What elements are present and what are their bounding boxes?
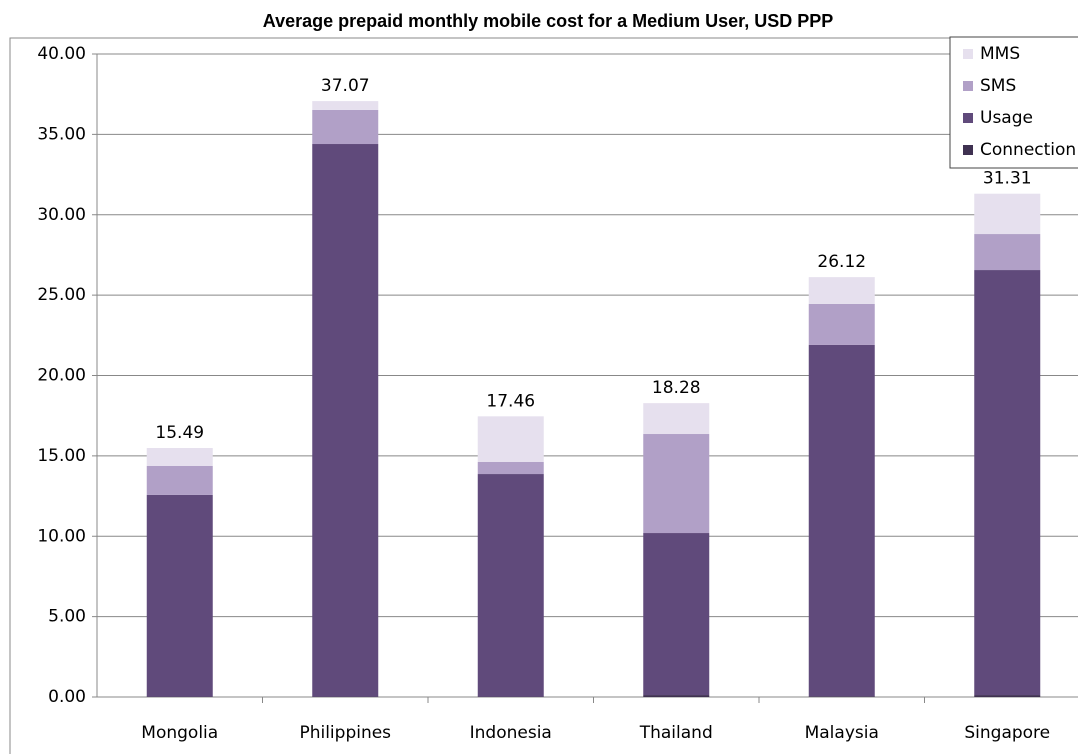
x-tick-label: Malaysia: [805, 723, 879, 743]
bar-segment: [808, 344, 875, 697]
x-tick-label: Mongolia: [141, 723, 218, 743]
bar-segment: [146, 466, 213, 495]
legend-swatch: [963, 145, 973, 155]
bar-segment: [312, 144, 379, 697]
bar-segment: [974, 193, 1041, 235]
y-tick-label: 40.00: [37, 44, 86, 64]
bar-segment: [808, 303, 875, 345]
total-label: 17.46: [486, 391, 535, 411]
y-tick-label: 0.00: [48, 687, 86, 707]
total-label: 15.49: [155, 423, 204, 443]
legend-label: Connection: [980, 140, 1076, 160]
bar-segment: [643, 403, 710, 435]
y-tick-label: 10.00: [37, 526, 86, 546]
legend-swatch: [963, 113, 973, 123]
bar-segment: [808, 696, 875, 697]
bar-segment: [974, 695, 1041, 697]
bar-segment: [477, 474, 544, 697]
y-tick-label: 30.00: [37, 205, 86, 225]
bar-segment: [146, 494, 213, 697]
bar-segment: [643, 695, 710, 697]
x-tick-label: Singapore: [964, 723, 1050, 743]
total-label: 37.07: [321, 76, 370, 96]
chart-title: Average prepaid monthly mobile cost for …: [263, 11, 833, 31]
legend-label: SMS: [980, 76, 1016, 96]
y-tick-label: 15.00: [37, 446, 86, 466]
legend-swatch: [963, 49, 973, 59]
x-tick-label: Thailand: [639, 723, 713, 743]
bar-segment: [312, 101, 379, 110]
bar-segment: [643, 434, 710, 534]
total-label: 26.12: [817, 252, 866, 272]
bar-segment: [974, 270, 1041, 696]
total-label: 18.28: [652, 378, 701, 398]
bar-segment: [477, 461, 544, 475]
total-label: 31.31: [983, 169, 1032, 189]
y-tick-label: 35.00: [37, 124, 86, 144]
bar-segment: [643, 533, 710, 696]
bar-segment: [312, 109, 379, 145]
chart-border: [9, 37, 1078, 754]
bar-segment: [477, 416, 544, 462]
legend-label: MMS: [980, 44, 1020, 64]
x-tick-label: Philippines: [299, 723, 391, 743]
bar-segment: [808, 277, 875, 304]
legend-label: Usage: [980, 108, 1033, 128]
legend-swatch: [963, 81, 973, 91]
y-tick-label: 5.00: [48, 607, 86, 627]
x-tick-label: Indonesia: [470, 723, 552, 743]
y-tick-label: 25.00: [37, 285, 86, 305]
y-tick-label: 20.00: [37, 366, 86, 386]
bar-segment: [146, 447, 213, 467]
bar-segment: [974, 234, 1041, 271]
